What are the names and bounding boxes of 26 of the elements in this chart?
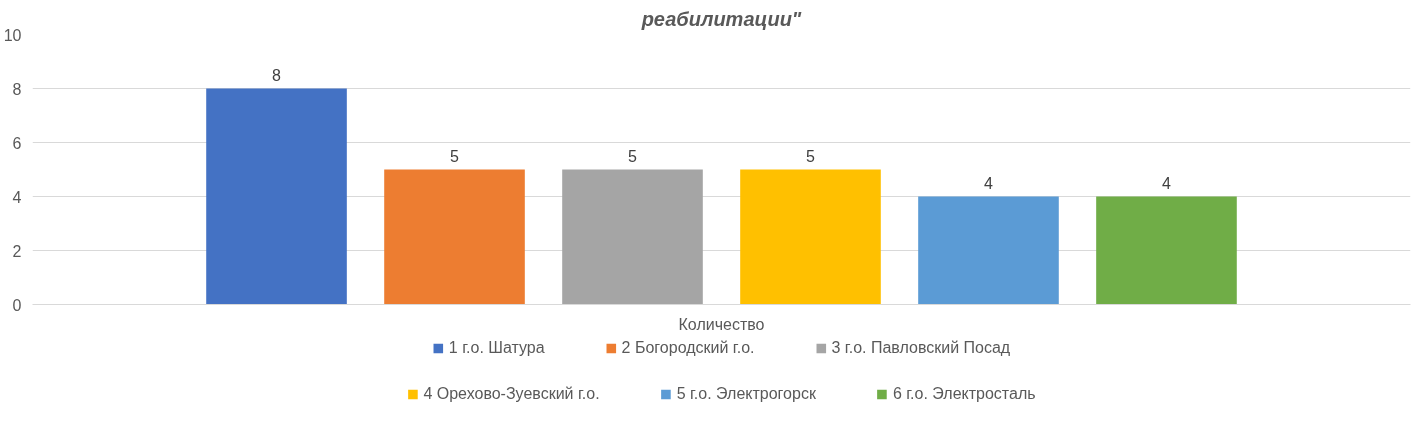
y-tick-label: 4 [12,188,22,206]
y-tick-label: 0 [12,296,22,314]
y-tick-label: 6 [12,134,22,152]
bar [562,169,703,305]
legend-label: 6 г.о. Электросталь [892,385,1036,403]
y-tick-label: 8 [12,80,22,98]
legend-label: 5 г.о. Электрогорск [676,385,816,403]
data-label: 4 [984,174,994,192]
bar [918,196,1059,305]
data-label: 5 [806,147,816,165]
chart-title: реабилитации" [640,7,802,30]
data-label: 8 [272,66,282,84]
bar [206,88,347,305]
legend-label: 4 Орехово-Зуевский г.о. [423,385,600,403]
bar [384,169,525,305]
bar [1096,196,1237,305]
y-tick-label: 2 [12,242,22,260]
bar [740,169,881,305]
x-tick-label: Количество [678,315,765,333]
data-label: 5 [628,147,638,165]
data-label: 5 [450,147,460,165]
legend-label: 2 Богородский г.о. [621,339,755,357]
legend-label: 1 г.о. Шатура [448,339,545,357]
data-label: 4 [1162,174,1172,192]
legend-label: 3 г.о. Павловский Посад [831,339,1011,357]
y-tick-label: 10 [3,26,22,44]
